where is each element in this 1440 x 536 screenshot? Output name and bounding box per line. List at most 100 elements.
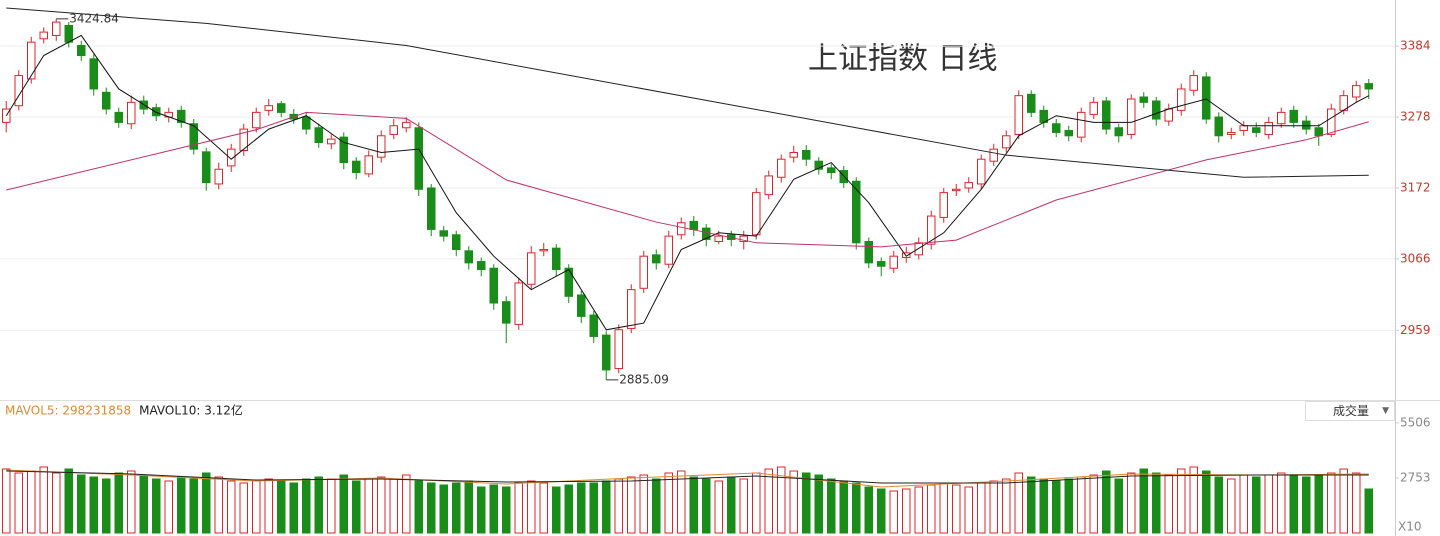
volume-bar bbox=[364, 478, 373, 534]
candle-body bbox=[877, 261, 886, 267]
volume-bar bbox=[1027, 476, 1036, 534]
y-tick-label: 5506 bbox=[1400, 415, 1431, 429]
candle-body bbox=[14, 75, 23, 107]
candle-body bbox=[302, 116, 311, 130]
candle-body bbox=[589, 314, 598, 337]
volume-bar bbox=[964, 486, 973, 534]
volume-bar bbox=[1127, 472, 1136, 534]
volume-bar bbox=[14, 472, 23, 534]
candle-body bbox=[989, 148, 998, 162]
candle-body bbox=[52, 21, 61, 36]
volume-bar bbox=[639, 474, 648, 534]
y-tick-label: 3066 bbox=[1400, 251, 1431, 265]
candle-body bbox=[114, 111, 123, 123]
volume-bar bbox=[1339, 468, 1348, 534]
volume-bar bbox=[764, 468, 773, 534]
candle-body bbox=[264, 105, 273, 111]
candle-body bbox=[127, 101, 136, 125]
dropdown-arrow: ▼ bbox=[1382, 406, 1389, 416]
volume-bar bbox=[302, 478, 311, 534]
candle-body bbox=[414, 127, 423, 190]
volume-bar bbox=[564, 484, 573, 534]
volume-bar bbox=[402, 474, 411, 534]
volume-bar bbox=[664, 472, 673, 534]
candle-body bbox=[352, 160, 361, 174]
volume-bar bbox=[89, 476, 98, 534]
candle-body bbox=[677, 222, 686, 236]
volume-bar bbox=[64, 468, 73, 534]
candle-body bbox=[27, 41, 36, 80]
volume-bar bbox=[527, 480, 536, 534]
candle-body bbox=[752, 192, 761, 236]
candle-body bbox=[639, 255, 648, 289]
volume-bar bbox=[1177, 468, 1186, 534]
volume-bar bbox=[752, 472, 761, 534]
candle-body bbox=[1189, 75, 1198, 91]
candle-body bbox=[1064, 129, 1073, 137]
candle-body bbox=[364, 155, 373, 175]
volume-bar bbox=[314, 476, 323, 534]
volume-bar bbox=[1364, 488, 1373, 534]
volume-bar bbox=[577, 482, 586, 534]
volume-bar bbox=[389, 478, 398, 534]
candle-body bbox=[89, 58, 98, 90]
candle-body bbox=[802, 150, 811, 160]
volume-bar bbox=[339, 474, 348, 534]
candle-body bbox=[1227, 131, 1236, 135]
volume-bar bbox=[814, 474, 823, 534]
volume-bar bbox=[889, 490, 898, 534]
volume-bar bbox=[864, 486, 873, 534]
volume-bar bbox=[352, 480, 361, 534]
candle-body bbox=[889, 255, 898, 269]
candle-body bbox=[339, 136, 348, 164]
volume-bar bbox=[589, 482, 598, 534]
volume-selector[interactable]: 成交量 ▼ bbox=[1305, 401, 1395, 421]
candle-body bbox=[1289, 109, 1298, 123]
candle-body bbox=[39, 31, 48, 40]
volume-bar bbox=[614, 478, 623, 534]
candle-body bbox=[602, 334, 611, 371]
y-tick-label: 3278 bbox=[1400, 110, 1431, 124]
candle-body bbox=[764, 175, 773, 196]
volume-bar bbox=[264, 478, 273, 534]
volume-bar bbox=[1014, 472, 1023, 534]
volume-bar bbox=[727, 476, 736, 534]
volume-bar bbox=[902, 488, 911, 534]
candle-body bbox=[1314, 127, 1323, 137]
candle-body bbox=[777, 158, 786, 178]
moving-average bbox=[5, 34, 1369, 331]
candle-body bbox=[464, 250, 473, 264]
volume-bar bbox=[1352, 472, 1361, 534]
volume-bar bbox=[77, 474, 86, 534]
candle-body bbox=[614, 329, 623, 370]
volume-bar bbox=[1039, 478, 1048, 534]
candle-body bbox=[102, 91, 111, 110]
candle-body bbox=[1264, 121, 1273, 135]
volume-bar bbox=[702, 478, 711, 534]
volume-bar bbox=[427, 482, 436, 534]
candle-body bbox=[789, 152, 798, 158]
candle-body bbox=[314, 127, 323, 143]
candle-body bbox=[64, 24, 73, 43]
volume-bar bbox=[452, 482, 461, 534]
volume-bar bbox=[1289, 474, 1298, 534]
volume-bar bbox=[677, 470, 686, 534]
candle-body bbox=[539, 248, 548, 252]
candle-body bbox=[1352, 85, 1361, 98]
candle-body bbox=[1114, 127, 1123, 137]
candle-body bbox=[1214, 116, 1223, 137]
candle-body bbox=[1252, 127, 1261, 133]
volume-bar bbox=[377, 476, 386, 534]
candle-body bbox=[189, 123, 198, 150]
volume-bar bbox=[414, 480, 423, 534]
volume-bar bbox=[1077, 476, 1086, 534]
volume-bar bbox=[127, 470, 136, 534]
volume-bar bbox=[214, 476, 223, 534]
candle-body bbox=[564, 267, 573, 297]
volume-bar bbox=[689, 476, 698, 534]
candle-body bbox=[1202, 76, 1211, 120]
volume-bar bbox=[277, 480, 286, 534]
chart-title: 上证指数 日线 bbox=[808, 42, 998, 77]
candle-body bbox=[1102, 100, 1111, 130]
